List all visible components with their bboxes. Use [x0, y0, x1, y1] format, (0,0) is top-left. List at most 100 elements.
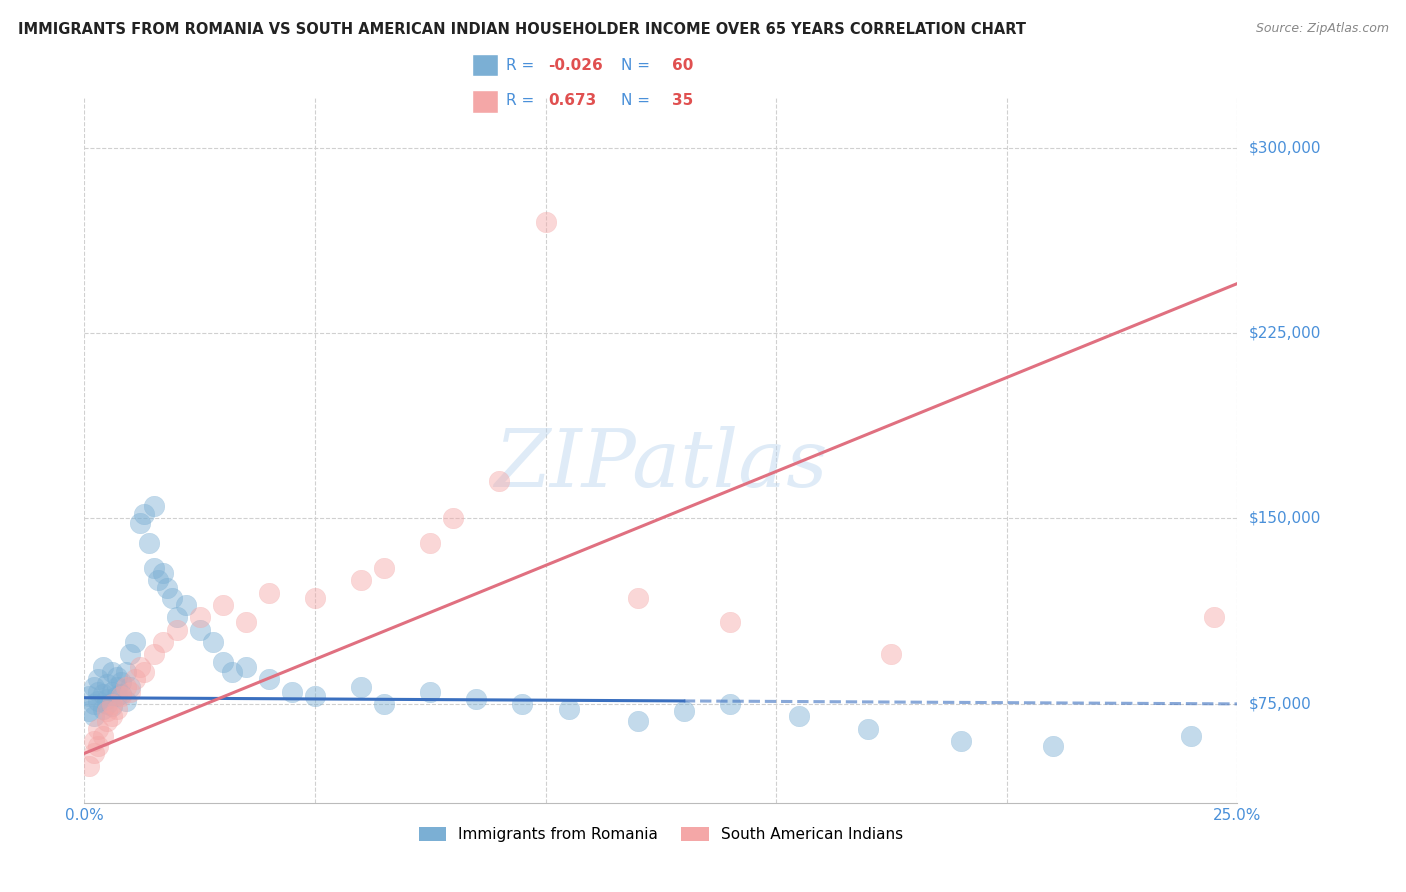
Point — [91, 729, 114, 743]
Point — [373, 561, 395, 575]
Point — [120, 680, 142, 694]
Point — [304, 591, 326, 605]
Point — [627, 714, 650, 729]
Text: 0.673: 0.673 — [548, 93, 596, 108]
Point — [110, 690, 132, 704]
Point — [87, 684, 110, 698]
Point — [83, 709, 105, 723]
Point — [880, 648, 903, 662]
Point — [718, 697, 741, 711]
Point — [110, 674, 132, 689]
Point — [142, 648, 165, 662]
Point — [138, 536, 160, 550]
Text: R =: R = — [506, 93, 540, 108]
Point — [718, 615, 741, 630]
Point — [91, 660, 114, 674]
Point — [787, 709, 810, 723]
Text: N =: N = — [621, 58, 655, 72]
Point — [672, 704, 695, 718]
Point — [146, 574, 169, 588]
Point — [134, 665, 156, 679]
Point — [419, 684, 441, 698]
Text: $150,000: $150,000 — [1249, 511, 1320, 526]
FancyBboxPatch shape — [472, 54, 498, 77]
Point — [128, 516, 150, 531]
Point — [235, 660, 257, 674]
Text: ZIPatlas: ZIPatlas — [494, 425, 828, 503]
Point — [142, 499, 165, 513]
Point — [115, 665, 138, 679]
Point — [115, 694, 138, 708]
Point — [627, 591, 650, 605]
Legend: Immigrants from Romania, South American Indians: Immigrants from Romania, South American … — [412, 821, 910, 848]
Point — [134, 507, 156, 521]
Point — [124, 635, 146, 649]
Point — [77, 704, 100, 718]
Point — [105, 690, 128, 704]
Point — [96, 692, 118, 706]
Point — [441, 511, 464, 525]
Point — [83, 697, 105, 711]
Text: -0.026: -0.026 — [548, 58, 603, 72]
Text: R =: R = — [506, 58, 540, 72]
Point — [488, 475, 510, 489]
Point — [1204, 610, 1226, 624]
Point — [465, 692, 488, 706]
Point — [512, 697, 534, 711]
Point — [221, 665, 243, 679]
Point — [188, 610, 211, 624]
Point — [257, 672, 280, 686]
Point — [87, 722, 110, 736]
Text: N =: N = — [621, 93, 655, 108]
Point — [87, 739, 110, 753]
Point — [152, 635, 174, 649]
Text: IMMIGRANTS FROM ROMANIA VS SOUTH AMERICAN INDIAN HOUSEHOLDER INCOME OVER 65 YEAR: IMMIGRANTS FROM ROMANIA VS SOUTH AMERICA… — [18, 22, 1026, 37]
Point — [858, 722, 880, 736]
Point — [83, 680, 105, 694]
Point — [557, 702, 579, 716]
Text: $225,000: $225,000 — [1249, 326, 1320, 341]
Point — [105, 670, 128, 684]
Point — [156, 581, 179, 595]
Point — [115, 680, 138, 694]
Point — [87, 672, 110, 686]
Point — [160, 591, 183, 605]
Point — [87, 694, 110, 708]
Point — [96, 677, 118, 691]
Point — [235, 615, 257, 630]
Point — [211, 598, 233, 612]
FancyBboxPatch shape — [472, 90, 498, 112]
Point — [77, 690, 100, 704]
Point — [124, 672, 146, 686]
Text: 60: 60 — [672, 58, 693, 72]
Point — [128, 660, 150, 674]
Point — [120, 684, 142, 698]
Point — [166, 610, 188, 624]
Point — [257, 585, 280, 599]
Point — [101, 699, 124, 714]
Point — [105, 702, 128, 716]
Point — [101, 665, 124, 679]
Point — [101, 684, 124, 698]
Text: 35: 35 — [672, 93, 693, 108]
Point — [120, 648, 142, 662]
Point — [77, 758, 100, 772]
Point — [142, 561, 165, 575]
Point — [1042, 739, 1064, 753]
Point — [350, 574, 373, 588]
Point — [105, 680, 128, 694]
Point — [949, 734, 972, 748]
Point — [152, 566, 174, 580]
Text: $75,000: $75,000 — [1249, 697, 1312, 712]
Text: Source: ZipAtlas.com: Source: ZipAtlas.com — [1256, 22, 1389, 36]
Point — [96, 704, 118, 718]
Point — [110, 687, 132, 701]
Point — [83, 734, 105, 748]
Point — [419, 536, 441, 550]
Point — [1180, 729, 1202, 743]
Point — [91, 687, 114, 701]
Point — [281, 684, 304, 698]
Text: $300,000: $300,000 — [1249, 140, 1320, 155]
Point — [96, 697, 118, 711]
Point — [188, 623, 211, 637]
